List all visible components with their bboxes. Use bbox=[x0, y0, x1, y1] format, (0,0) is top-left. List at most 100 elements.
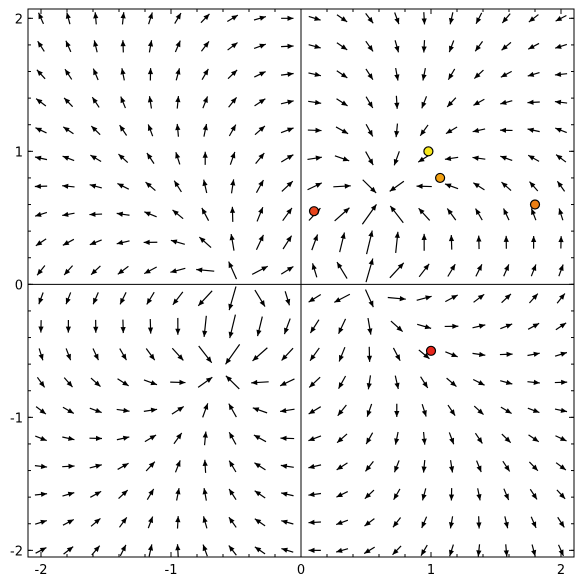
vector-arrowhead bbox=[175, 488, 181, 495]
vector-arrowhead bbox=[205, 356, 212, 363]
vector-arrowhead bbox=[228, 517, 235, 524]
vector-arrowhead bbox=[202, 179, 208, 187]
vector-arrowhead bbox=[368, 230, 374, 238]
vector-arrowhead bbox=[65, 69, 71, 76]
vector-arrowhead bbox=[147, 327, 154, 334]
vector-arrowhead bbox=[205, 377, 213, 383]
vector-arrowhead bbox=[261, 266, 268, 272]
vector-arrowhead bbox=[529, 181, 536, 188]
vector-arrowhead bbox=[174, 180, 180, 188]
vector-arrowhead bbox=[476, 522, 482, 529]
vector-arrowhead bbox=[94, 518, 101, 525]
y-tick-label: 1 bbox=[15, 145, 23, 160]
vector-arrowhead bbox=[281, 354, 288, 361]
vector-arrowhead bbox=[308, 547, 315, 553]
vector-arrowhead bbox=[531, 521, 537, 528]
vector-arrowhead bbox=[258, 207, 263, 214]
vector-arrowhead bbox=[202, 124, 208, 131]
x-tick-label: -1 bbox=[165, 563, 178, 578]
vector-arrowhead bbox=[448, 17, 455, 25]
vector-arrowhead bbox=[421, 521, 427, 529]
vector-arrowhead bbox=[337, 262, 343, 269]
vector-arrowhead bbox=[399, 296, 406, 302]
vector-arrowhead bbox=[202, 96, 208, 103]
vector-arrowhead bbox=[37, 41, 44, 48]
vector-arrowhead bbox=[147, 544, 154, 551]
vector-arrowhead bbox=[395, 354, 401, 361]
vector-arrowhead bbox=[531, 293, 538, 300]
vector-arrowhead bbox=[39, 380, 45, 388]
vector-arrowhead bbox=[421, 101, 427, 109]
vector-arrowhead bbox=[476, 264, 482, 271]
vector-arrowhead bbox=[38, 297, 44, 305]
vector-arrowhead bbox=[394, 130, 400, 138]
vector-arrowhead bbox=[230, 124, 236, 132]
vector-arrowhead bbox=[340, 232, 346, 239]
vector-arrowhead bbox=[90, 155, 97, 161]
vector-arrowhead bbox=[308, 436, 315, 442]
vector-arrowhead bbox=[478, 380, 485, 386]
vector-arrowhead bbox=[308, 408, 316, 414]
vector-arrowhead bbox=[65, 40, 71, 48]
vector-arrowhead bbox=[146, 153, 153, 160]
vector-arrowhead bbox=[35, 211, 42, 217]
vector-arrowhead bbox=[476, 235, 482, 242]
vector-arrowhead bbox=[119, 125, 126, 132]
vector-arrowhead bbox=[123, 407, 130, 413]
vector-arrowhead bbox=[285, 298, 291, 306]
vector-arrowhead bbox=[256, 329, 262, 337]
vector-arrowhead bbox=[143, 239, 150, 245]
vector-arrowhead bbox=[421, 74, 427, 81]
vector-arrowhead bbox=[149, 435, 157, 441]
vector-arrowhead bbox=[64, 97, 71, 105]
vector-arrowhead bbox=[66, 546, 74, 553]
vector-arrowhead bbox=[91, 268, 98, 275]
ticks: -2 -1 0 1 2 -2 -1 0 1 2 bbox=[10, 9, 574, 578]
vector-arrowhead bbox=[286, 181, 293, 188]
vector-arrowhead bbox=[175, 68, 181, 75]
vector-arrowhead bbox=[421, 438, 427, 445]
vector-arrowhead bbox=[229, 206, 236, 213]
x-tick-label: -2 bbox=[35, 563, 48, 578]
vector-arrowhead bbox=[201, 207, 207, 215]
vector-arrowhead bbox=[394, 102, 400, 109]
vector-arrowhead bbox=[175, 516, 181, 523]
vector-arrowhead bbox=[555, 43, 562, 49]
vector-arrowhead bbox=[258, 179, 264, 187]
vector-arrowhead bbox=[554, 71, 562, 77]
vector-arrowhead bbox=[340, 72, 348, 78]
vector-arrowhead bbox=[557, 181, 563, 188]
vector-arrowhead bbox=[231, 15, 238, 21]
vector-arrowhead bbox=[229, 234, 235, 241]
vector-arrowhead bbox=[202, 459, 208, 466]
vector-arrowhead bbox=[202, 488, 208, 495]
vector-arrowhead bbox=[281, 519, 288, 525]
vector-arrowhead bbox=[476, 493, 482, 501]
vector-arrowhead bbox=[179, 379, 186, 385]
vector-arrowhead bbox=[370, 204, 377, 211]
vector-arrowhead bbox=[254, 518, 262, 525]
vector-arrowhead bbox=[472, 155, 479, 161]
vector-arrowhead bbox=[121, 517, 127, 524]
vector-arrowhead bbox=[531, 264, 537, 271]
vector-arrowhead bbox=[147, 124, 153, 131]
vector-arrowhead bbox=[258, 152, 265, 160]
vector-arrowhead bbox=[423, 352, 430, 359]
vector-arrowhead bbox=[336, 464, 344, 470]
vector-arrowhead bbox=[449, 409, 456, 416]
vector-arrowhead bbox=[336, 547, 343, 553]
vector-arrowhead bbox=[367, 16, 374, 24]
vector-arrowhead bbox=[38, 12, 44, 20]
vector-arrowhead bbox=[65, 297, 71, 305]
vector-arrowhead bbox=[117, 183, 124, 189]
vector-arrowhead bbox=[287, 71, 294, 77]
vector-arrowhead bbox=[35, 240, 43, 246]
vector-arrowhead bbox=[309, 381, 316, 388]
vector-arrowhead bbox=[315, 182, 322, 188]
vector-arrowhead bbox=[286, 154, 294, 161]
vector-arrowhead bbox=[229, 432, 235, 439]
vector-arrowhead bbox=[148, 516, 153, 524]
data-point bbox=[529, 199, 541, 210]
vector-arrowhead bbox=[445, 128, 453, 134]
vector-arrowhead bbox=[38, 353, 44, 361]
